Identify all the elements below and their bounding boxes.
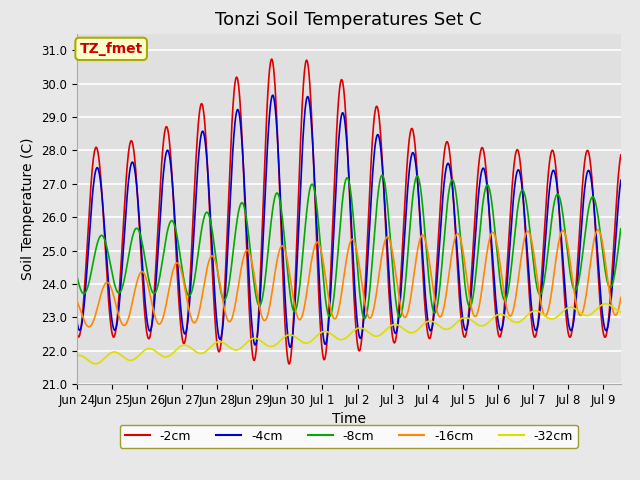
-32cm [181, 342, 189, 348]
-32cm [485, 319, 493, 325]
-32cm [280, 335, 287, 341]
-32cm [171, 348, 179, 354]
-4cm [485, 206, 493, 212]
-2cm [230, 93, 237, 98]
-4cm [181, 331, 189, 336]
-8cm [279, 222, 287, 228]
-32cm [617, 309, 625, 315]
-2cm [617, 152, 625, 158]
-16cm [73, 298, 81, 304]
-16cm [545, 303, 553, 309]
-16cm [280, 244, 287, 250]
-4cm [280, 264, 287, 270]
-16cm [617, 295, 625, 300]
-2cm [546, 160, 554, 166]
-2cm [171, 217, 179, 223]
-32cm [545, 315, 553, 321]
-8cm [546, 235, 554, 241]
-2cm [181, 339, 189, 345]
Title: Tonzi Soil Temperatures Set C: Tonzi Soil Temperatures Set C [216, 11, 482, 29]
-2cm [268, 56, 276, 62]
-8cm [361, 316, 369, 322]
-16cm [230, 307, 238, 313]
Line: -32cm: -32cm [77, 304, 621, 364]
-16cm [171, 263, 179, 268]
-8cm [485, 185, 493, 191]
-16cm [595, 227, 602, 233]
-16cm [85, 324, 93, 330]
-8cm [378, 172, 386, 178]
-8cm [230, 244, 237, 250]
-8cm [171, 222, 179, 228]
-8cm [181, 281, 189, 287]
-16cm [485, 240, 493, 245]
-4cm [230, 134, 237, 140]
Line: -4cm: -4cm [77, 95, 621, 347]
-4cm [73, 317, 81, 323]
-32cm [602, 301, 610, 307]
-16cm [181, 287, 189, 292]
-4cm [269, 92, 276, 98]
Line: -2cm: -2cm [77, 59, 621, 364]
-2cm [285, 361, 293, 367]
-4cm [617, 178, 625, 183]
-2cm [485, 209, 493, 215]
-32cm [230, 347, 238, 353]
-8cm [617, 226, 625, 232]
-4cm [286, 344, 294, 350]
-2cm [73, 330, 81, 336]
X-axis label: Time: Time [332, 412, 366, 426]
-32cm [92, 361, 99, 367]
-8cm [73, 273, 81, 278]
Line: -16cm: -16cm [77, 230, 621, 327]
Text: TZ_fmet: TZ_fmet [79, 42, 143, 56]
-32cm [73, 353, 81, 359]
-4cm [546, 187, 554, 192]
Legend: -2cm, -4cm, -8cm, -16cm, -32cm: -2cm, -4cm, -8cm, -16cm, -32cm [120, 425, 578, 448]
-4cm [171, 210, 179, 216]
-2cm [280, 289, 287, 295]
Line: -8cm: -8cm [77, 175, 621, 319]
Y-axis label: Soil Temperature (C): Soil Temperature (C) [21, 138, 35, 280]
